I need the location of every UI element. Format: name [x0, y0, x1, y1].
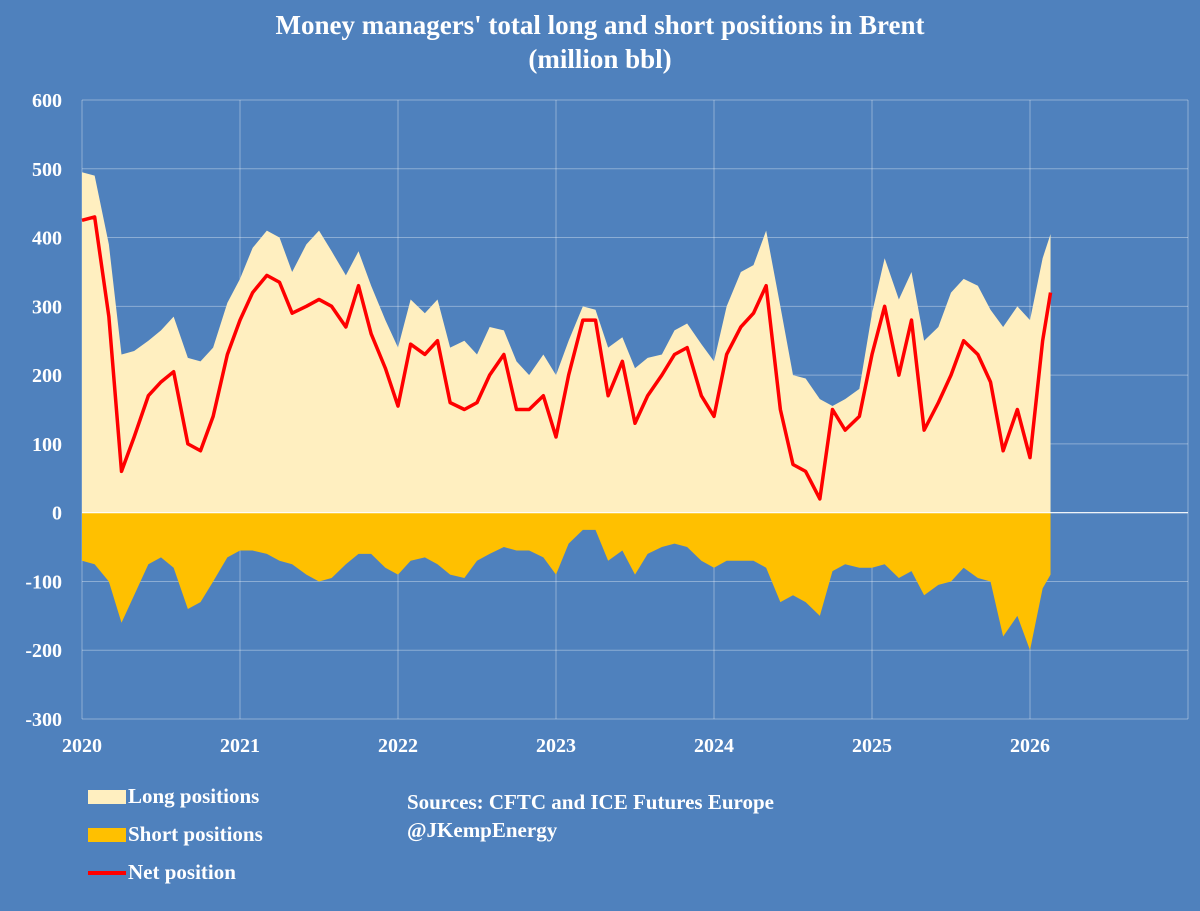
x-tick-label: 2020 — [62, 735, 102, 757]
legend-swatch-net — [88, 870, 126, 875]
x-tick-label: 2021 — [220, 735, 260, 757]
legend-swatch-short — [88, 827, 126, 842]
x-tick-label: 2023 — [536, 735, 576, 757]
legend-swatch-long — [88, 789, 126, 804]
y-tick-label: 0 — [52, 503, 62, 525]
subtitle-line: (million bbl) — [528, 44, 672, 74]
legend-item-long: Long positions — [88, 784, 259, 809]
y-tick-label: 500 — [32, 159, 62, 181]
x-tick-label: 2024 — [694, 735, 734, 757]
chart-title: Money managers' total long and short pos… — [0, 8, 1200, 76]
long-positions-area — [82, 172, 1051, 513]
title-line: Money managers' total long and short pos… — [275, 10, 925, 40]
legend-item-short: Short positions — [88, 822, 263, 847]
x-tick-label: 2026 — [1010, 735, 1050, 757]
legend-item-net: Net position — [88, 860, 236, 885]
short-positions-area — [82, 512, 1051, 651]
y-tick-label: -200 — [25, 640, 62, 662]
legend-label-net: Net position — [128, 860, 236, 884]
y-tick-label: -100 — [25, 571, 62, 593]
x-tick-label: 2025 — [852, 735, 892, 757]
y-tick-label: -300 — [25, 709, 62, 731]
sources-note: Sources: CFTC and ICE Futures Europe @JK… — [407, 788, 774, 844]
y-tick-label: 600 — [32, 90, 62, 112]
sources-line: Sources: CFTC and ICE Futures Europe — [407, 790, 774, 814]
legend-label-long: Long positions — [128, 784, 260, 808]
author-handle: @JKempEnergy — [407, 818, 558, 842]
x-tick-label: 2022 — [378, 735, 418, 757]
y-tick-label: 200 — [32, 365, 62, 387]
y-tick-label: 100 — [32, 434, 62, 456]
y-tick-label: 400 — [32, 228, 62, 250]
legend-label-short: Short positions — [128, 822, 263, 846]
y-tick-label: 300 — [32, 296, 62, 318]
